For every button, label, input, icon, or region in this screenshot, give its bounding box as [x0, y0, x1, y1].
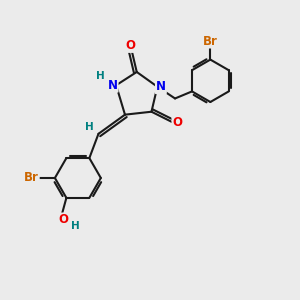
Text: H: H — [71, 221, 80, 231]
Text: N: N — [108, 79, 118, 92]
Text: H: H — [85, 122, 94, 132]
Text: O: O — [126, 39, 136, 52]
Text: Br: Br — [24, 172, 39, 184]
Text: O: O — [58, 213, 68, 226]
Text: Br: Br — [203, 34, 218, 48]
Text: O: O — [172, 116, 182, 128]
Text: N: N — [156, 80, 166, 93]
Text: H: H — [97, 71, 105, 81]
